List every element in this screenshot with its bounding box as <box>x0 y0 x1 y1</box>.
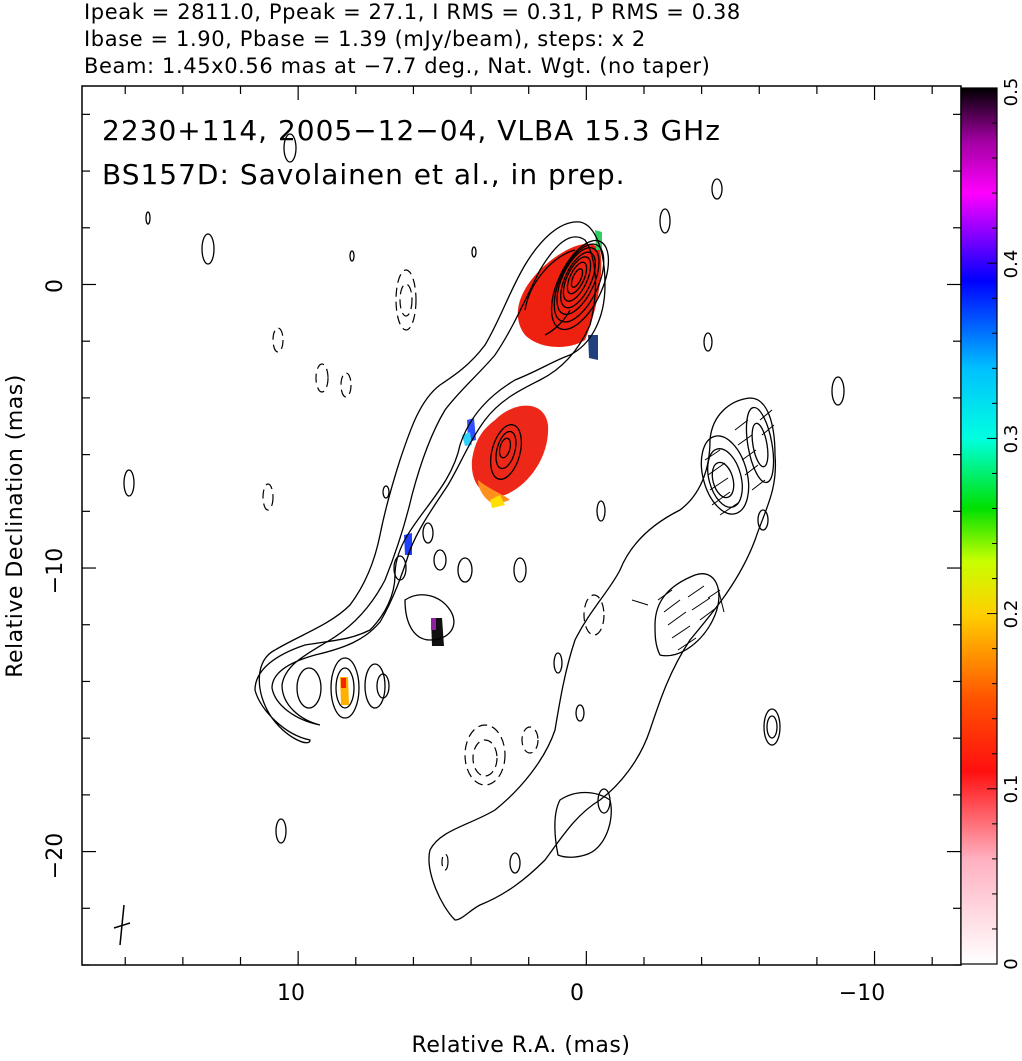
colorbar <box>961 88 997 964</box>
colorbar-ticks <box>987 87 997 965</box>
x-tick-label: 10 <box>277 981 305 1006</box>
colorbar-tick-label: 0.5 <box>1001 78 1022 107</box>
intensity-contours <box>123 133 845 921</box>
x-axis-label: Relative R.A. (mas) <box>412 1033 631 1058</box>
colorbar-frame <box>960 87 998 965</box>
header-line-2: Ibase = 1.90, Pbase = 1.39 (mJy/beam), s… <box>84 27 646 51</box>
map-content: 2230+114, 2005−12−04, VLBA 15.3 GHz BS15… <box>102 114 845 946</box>
x-tick-label: 0 <box>570 981 584 1006</box>
beam-marker <box>113 904 131 946</box>
y-axis-label: Relative Declination (mas) <box>3 374 28 678</box>
header-line-1: Ipeak = 2811.0, Ppeak = 27.1, I RMS = 0.… <box>84 0 741 24</box>
colorbar-tick-label: 0.1 <box>1001 775 1022 804</box>
colorbar-tick-label: 0.3 <box>1001 425 1022 454</box>
source-annotation-line-1: 2230+114, 2005−12−04, VLBA 15.3 GHz <box>102 114 721 147</box>
y-tick-label: −20 <box>43 833 68 879</box>
source-annotation-line-2: BS157D: Savolainen et al., in prep. <box>102 158 626 191</box>
colorbar-tick-label: 0.2 <box>1001 600 1022 629</box>
y-tick-label: −10 <box>43 548 68 594</box>
colorbar-tick-label: 0 <box>1001 958 1022 969</box>
colorbar-tick-label: 0.4 <box>1001 250 1022 279</box>
x-tick-label: −10 <box>839 981 885 1006</box>
negative-contours <box>262 269 605 871</box>
axis-ticks <box>82 86 961 966</box>
y-tick-label: 0 <box>43 279 68 293</box>
polarization-color-map <box>340 230 602 705</box>
header-line-3: Beam: 1.45x0.56 mas at −7.7 deg., Nat. W… <box>84 54 711 78</box>
polarization-vectors <box>631 409 775 651</box>
plot-frame <box>81 85 962 966</box>
